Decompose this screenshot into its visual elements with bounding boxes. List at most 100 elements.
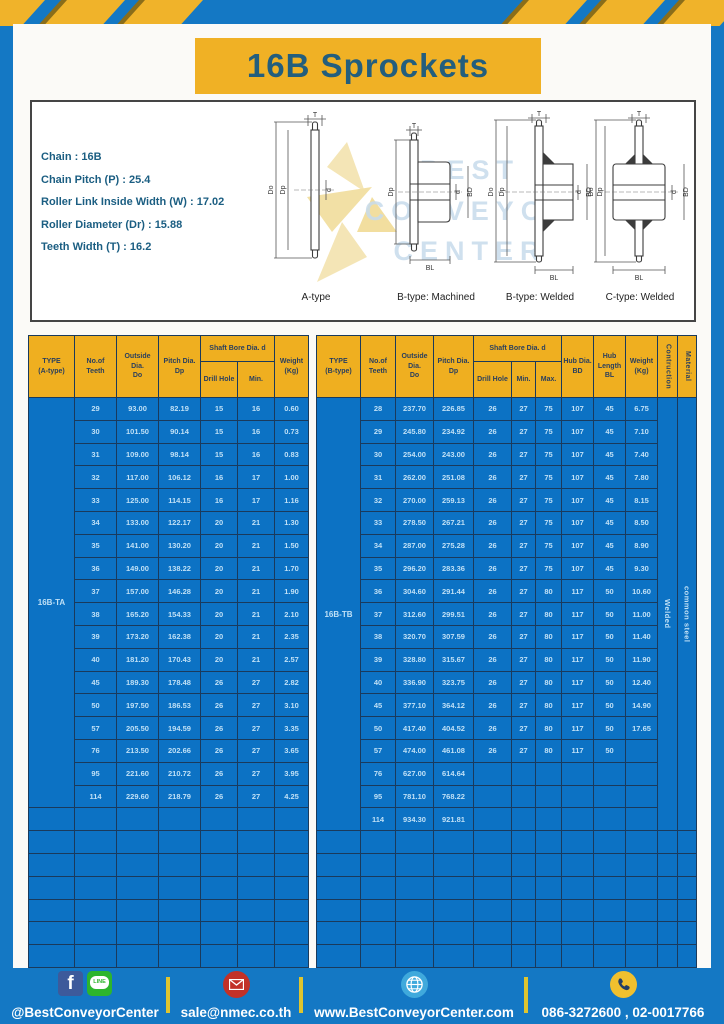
table-row <box>316 944 698 968</box>
table-cell: 75 <box>534 419 563 444</box>
table-cell: 76 <box>360 761 396 786</box>
table-cell-empty <box>561 875 595 900</box>
table-cell: 34 <box>360 533 396 558</box>
table-cell-empty <box>116 898 159 923</box>
table-cell-empty <box>593 830 627 854</box>
table-cell: 17 <box>237 488 275 512</box>
table-cell-empty <box>360 875 396 900</box>
table-cell-empty <box>677 852 698 877</box>
footer-divider <box>524 977 528 1013</box>
table-cell-empty <box>657 898 679 923</box>
table-cell: 26 <box>473 624 512 649</box>
table-cell-empty <box>677 875 698 900</box>
table-cell-empty <box>534 761 563 786</box>
table-cell: 26 <box>473 647 512 672</box>
svg-text:d: d <box>455 190 462 194</box>
sheet: 16B Sprockets BEST CONVEYOR CENTER Chain… <box>13 24 711 968</box>
table-row: 37 157.00 146.28 20 21 1.90 <box>29 579 309 604</box>
table-cell: 117 <box>561 693 595 718</box>
table-row <box>28 921 309 946</box>
table-cell: 45 <box>593 397 627 421</box>
table-cell: 267.21 <box>433 510 474 535</box>
table-cell: 0.73 <box>274 419 309 444</box>
table-cell-empty <box>593 875 627 900</box>
table-cell: 27 <box>237 670 275 695</box>
table-cell-empty <box>200 830 238 854</box>
col-header-type: TYPE (A-type) <box>28 335 75 398</box>
table-cell: 50 <box>593 647 627 672</box>
table-cell: 0.60 <box>274 397 309 421</box>
table-cell: 27 <box>237 761 275 786</box>
table-cell-empty <box>511 761 536 786</box>
table-cell-empty <box>28 807 75 832</box>
table-cell-empty <box>593 852 627 877</box>
col-header-max: Max. <box>534 361 563 398</box>
table-cell-empty <box>561 784 595 809</box>
table-cell: 80 <box>534 738 563 763</box>
construction-value-cell: Welded <box>657 396 679 832</box>
col-header-pitch-dia: Pitch Dia. Dp <box>158 335 201 398</box>
table-cell-empty <box>395 852 434 877</box>
table-row: 39 328.80 315.67 26 27 80 117 50 11.90 <box>317 647 697 672</box>
title-banner: 16B Sprockets <box>195 38 541 94</box>
table-cell: 37 <box>360 602 396 626</box>
table-cell: 8.50 <box>625 510 659 535</box>
table-cell: 0.83 <box>274 442 309 467</box>
table-cell: 107 <box>561 533 595 558</box>
table-cell: 26 <box>200 784 238 809</box>
table-cell: 2.35 <box>274 624 309 649</box>
table-cell-empty <box>561 761 595 786</box>
table-cell: 27 <box>237 693 275 718</box>
table-cell: 3.35 <box>274 716 309 740</box>
table-cell: 262.00 <box>395 465 434 490</box>
table-cell: 117 <box>561 602 595 626</box>
table-cell: 76 <box>74 738 117 763</box>
table-cell: 80 <box>534 670 563 695</box>
table-cell-empty <box>74 898 117 923</box>
table-cell: 20 <box>200 624 238 649</box>
table-cell-empty <box>395 921 434 946</box>
table-cell: 27 <box>511 556 536 581</box>
table-cell: 27 <box>511 488 536 512</box>
table-cell-empty <box>274 921 309 946</box>
table-cell: 33 <box>360 510 396 535</box>
col-header-min: Min. <box>511 361 536 398</box>
table-cell: 364.12 <box>433 693 474 718</box>
table-cell: 3.10 <box>274 693 309 718</box>
table-cell-empty <box>534 784 563 809</box>
phone-icon <box>609 971 637 998</box>
table-cell: 254.00 <box>395 442 434 467</box>
table-cell-empty <box>200 875 238 900</box>
table-cell: 229.60 <box>116 784 159 809</box>
table-cell: 20 <box>200 647 238 672</box>
table-cell: 8.15 <box>625 488 659 512</box>
table-cell: 50 <box>593 602 627 626</box>
table-cell: 26 <box>473 716 512 740</box>
table-cell: 26 <box>473 602 512 626</box>
table-cell: 243.00 <box>433 442 474 467</box>
table-cell-empty <box>561 898 595 923</box>
table-cell: 28 <box>360 397 396 421</box>
b-type-table: TYPE (B-type) No.of Teeth Outside Dia. D… <box>316 335 698 968</box>
table-cell-empty <box>74 921 117 946</box>
table-cell-empty <box>657 921 679 946</box>
table-cell: 11.40 <box>625 624 659 649</box>
table-cell: 107 <box>561 465 595 490</box>
table-cell: 95 <box>360 784 396 809</box>
table-cell: 32 <box>74 465 117 490</box>
table-cell: 114.15 <box>158 488 201 512</box>
table-cell: 3.65 <box>274 738 309 763</box>
table-cell: 315.67 <box>433 647 474 672</box>
spec-line: Roller Link Inside Width (W) : 17.02 <box>41 196 225 209</box>
table-cell-empty <box>473 898 512 923</box>
table-cell: 7.80 <box>625 465 659 490</box>
table-cell: 328.80 <box>395 647 434 672</box>
table-cell: 107 <box>561 556 595 581</box>
diagram-c-welded: T Do Dp d <box>584 110 694 303</box>
table-row <box>316 898 698 923</box>
table-cell: 80 <box>534 693 563 718</box>
col-header-pitch-dia: Pitch Dia. Dp <box>433 335 474 398</box>
table-cell: 27 <box>511 419 536 444</box>
table-cell-empty <box>116 921 159 946</box>
